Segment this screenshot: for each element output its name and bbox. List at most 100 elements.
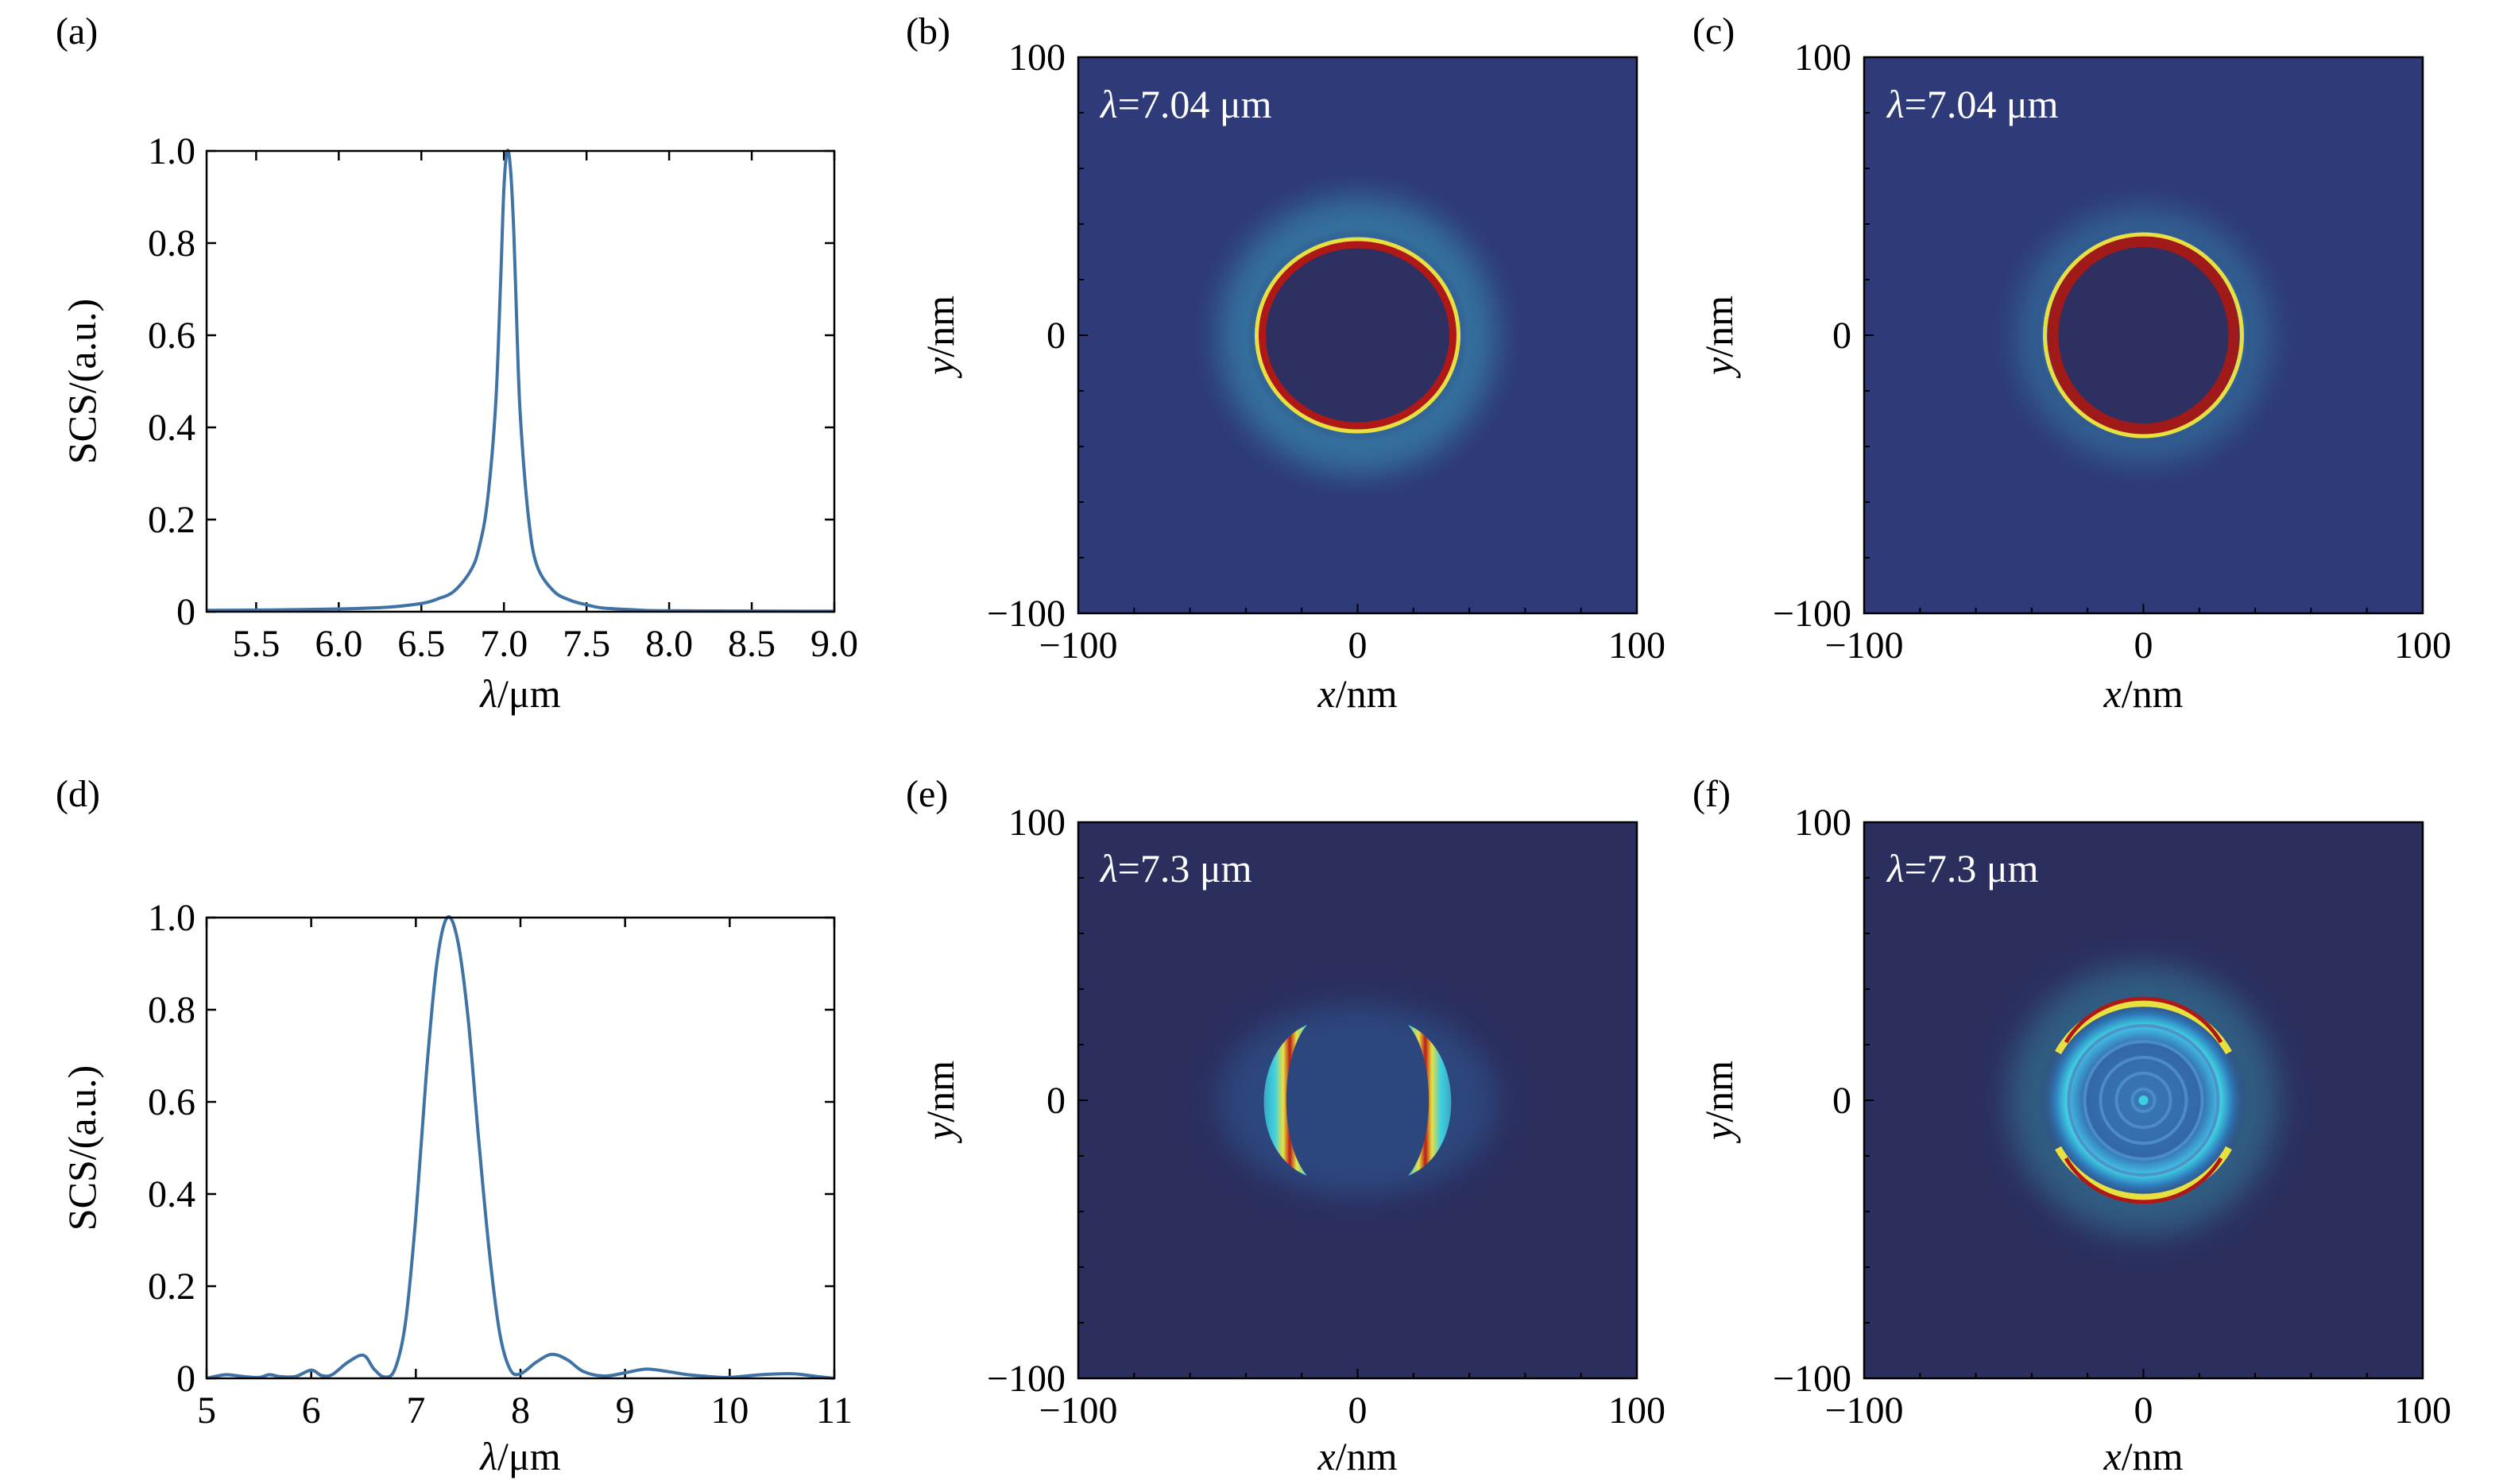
x-tick-label-a: 5.5	[232, 623, 280, 665]
x-tick-label-e: 100	[1608, 1389, 1665, 1432]
wavelength-annotation-b: λ=7.04 μm	[1099, 82, 1272, 126]
crescent-right-e	[1408, 1025, 1452, 1176]
y-axis-label-c: y/nm	[1696, 296, 1741, 379]
x-tick-label-a: 6.0	[315, 623, 362, 665]
x-axis-label-f: x/nm	[2103, 1434, 2184, 1478]
y-tick-label-d: 0	[176, 1358, 195, 1400]
y-tick-label-c: 100	[1794, 37, 1851, 79]
y-tick-label-e: 100	[1008, 802, 1066, 844]
panel-f: (f) λ=7.3 μm −100 0 100 −100 0 100 y/nm x/nm	[1693, 773, 2451, 1478]
x-ticks-e: −100 0 100	[1039, 1369, 1665, 1432]
x-tick-label-c: 100	[2394, 624, 2451, 667]
ring-top-hot-f	[2064, 996, 2223, 1044]
x-ticks-d: 5 6 7 8 9 10 11	[197, 918, 853, 1432]
y-tick-label-d: 0.2	[148, 1266, 195, 1308]
panel-c: (c) λ=7.04 μm −100 0 100 −100 0 100 y/nm x/n…	[1693, 10, 2451, 716]
x-tick-label-a: 8.5	[728, 623, 776, 665]
ring-core-c	[2057, 246, 2230, 424]
ring-hot-c	[2047, 236, 2240, 435]
y-tick-label-a: 0.2	[148, 499, 195, 541]
crescent-left-e	[1263, 1025, 1307, 1176]
y-ticks-c: −100 0 100	[1773, 37, 1874, 635]
y-tick-label-d: 0.4	[148, 1173, 195, 1215]
y-ticks-a: 0 0.2 0.4 0.6 0.8 1.0	[148, 130, 834, 633]
y-axis-label-e: y/nm	[918, 1061, 962, 1144]
x-tick-label-a: 6.5	[397, 623, 445, 665]
x-tick-label-f: −100	[1824, 1389, 1903, 1432]
y-tick-label-d: 0.8	[148, 989, 195, 1031]
y-tick-label-b: −100	[987, 593, 1066, 635]
panel-d: (d) 0 0.2 0.4 0.6 0.8 1.0 5 6 7 8 9 10 11 SCS/(a.u.…	[56, 773, 853, 1478]
y-tick-label-f: −100	[1773, 1358, 1851, 1400]
y-tick-label-b: 100	[1008, 37, 1066, 79]
x-tick-label-a: 7.0	[480, 623, 528, 665]
x-axis-label-b: x/nm	[1317, 671, 1398, 716]
y-tick-label-e: −100	[987, 1358, 1066, 1400]
x-tick-label-d: 10	[710, 1389, 749, 1432]
ring-yellow-b	[1255, 237, 1460, 434]
y-tick-label-c: −100	[1773, 593, 1851, 635]
y-tick-label-d: 1.0	[148, 897, 195, 939]
y-axis-label-f: y/nm	[1696, 1061, 1741, 1144]
y-tick-label-a: 0.8	[148, 222, 195, 265]
x-ticks-a: 5.5 6.0 6.5 7.0 7.5 8.0 8.5 9.0	[232, 151, 858, 665]
ring-bottom-hot-f	[2064, 1157, 2223, 1204]
y-axis-label-d: SCS/(a.u.)	[60, 1065, 104, 1231]
y-ticks-f: −100 0 100	[1773, 802, 1874, 1400]
panel-label-b: (b)	[906, 10, 950, 52]
scs-curve-d	[206, 914, 835, 1380]
panel-e: (e) λ=7.3 μm −100 0 100 −100 0 100 y/nm x/nm	[906, 773, 1665, 1478]
x-tick-label-a: 9.0	[810, 623, 858, 665]
x-tick-label-d: 7	[406, 1389, 425, 1432]
y-tick-label-f: 100	[1794, 802, 1851, 844]
plot-frame-a	[205, 149, 836, 613]
y-axis-label-a: SCS/(a.u.)	[60, 299, 104, 464]
ring-hot-b	[1259, 241, 1457, 430]
x-tick-label-e: 0	[1348, 1389, 1368, 1432]
y-tick-label-b: 0	[1046, 315, 1066, 357]
y-ticks-d: 0 0.2 0.4 0.6 0.8 1.0	[148, 897, 834, 1400]
ring-yellow-c	[2043, 232, 2244, 439]
y-tick-label-f: 0	[1832, 1080, 1851, 1122]
inner-fringes-f	[2067, 1024, 2220, 1177]
x-tick-label-d: 5	[197, 1389, 216, 1432]
x-tick-label-f: 100	[2394, 1389, 2451, 1432]
x-tick-label-a: 7.5	[563, 623, 610, 665]
y-ticks-e: −100 0 100	[987, 802, 1088, 1400]
wavelength-annotation-c: λ=7.04 μm	[1886, 82, 2059, 126]
y-axis-label-b: y/nm	[918, 296, 962, 379]
x-tick-label-f: 0	[2134, 1389, 2153, 1432]
x-tick-label-e: −100	[1039, 1389, 1117, 1432]
ring-core-b	[1265, 248, 1450, 423]
x-axis-label-d: λ/μm	[478, 1434, 560, 1478]
x-axis-label-e: x/nm	[1317, 1434, 1398, 1478]
x-tick-label-b: 0	[1348, 624, 1368, 667]
panel-b: (b) λ=7.04 μm −100 0 100 −100 0 100 y/nm x/n…	[906, 10, 1665, 716]
x-ticks-b: −100 0 100	[1039, 604, 1665, 667]
x-tick-label-b: −100	[1039, 624, 1117, 667]
x-tick-label-c: −100	[1824, 624, 1903, 667]
wavelength-annotation-e: λ=7.3 μm	[1099, 846, 1252, 891]
y-tick-label-e: 0	[1046, 1080, 1066, 1122]
y-ticks-b: −100 0 100	[987, 37, 1088, 635]
panel-label-a: (a)	[56, 10, 98, 52]
x-tick-label-d: 6	[302, 1389, 321, 1432]
x-tick-label-d: 11	[816, 1389, 853, 1432]
y-tick-label-c: 0	[1832, 315, 1851, 357]
scs-curve-a	[206, 149, 835, 613]
x-axis-label-a: λ/μm	[478, 671, 560, 716]
x-tick-label-b: 100	[1608, 624, 1665, 667]
y-tick-label-a: 1.0	[148, 130, 195, 172]
x-ticks-f: −100 0 100	[1824, 1369, 2451, 1432]
panel-label-e: (e)	[906, 773, 948, 815]
field-glow-e	[1218, 1005, 1497, 1196]
panel-a: (a) 0 0.2 0.4 0.6 0.8 1.0 5.5 6.0 6.5 7.0 7.5 8.0 8…	[56, 10, 858, 716]
y-tick-label-d: 0.6	[148, 1081, 195, 1123]
x-ticks-c: −100 0 100	[1824, 604, 2451, 667]
wavelength-annotation-f: λ=7.3 μm	[1886, 846, 2039, 891]
x-tick-label-c: 0	[2134, 624, 2153, 667]
panel-label-d: (d)	[56, 773, 100, 815]
x-tick-label-a: 8.0	[645, 623, 693, 665]
panel-label-c: (c)	[1693, 10, 1735, 52]
x-tick-label-d: 8	[511, 1389, 530, 1432]
